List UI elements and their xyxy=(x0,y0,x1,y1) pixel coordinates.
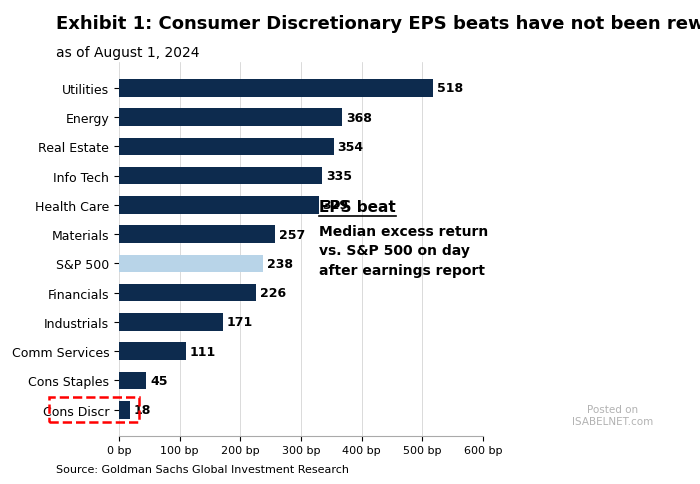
Text: Median excess return
vs. S&P 500 on day
after earnings report: Median excess return vs. S&P 500 on day … xyxy=(319,225,489,277)
Text: 238: 238 xyxy=(267,257,293,271)
Text: as of August 1, 2024: as of August 1, 2024 xyxy=(56,46,199,60)
Text: Source: Goldman Sachs Global Investment Research: Source: Goldman Sachs Global Investment … xyxy=(56,464,349,474)
Text: 45: 45 xyxy=(150,374,167,387)
Bar xyxy=(119,138,334,156)
Text: 171: 171 xyxy=(226,316,253,329)
Bar xyxy=(119,255,263,272)
Text: Exhibit 1: Consumer Discretionary EPS beats have not been rewarded: Exhibit 1: Consumer Discretionary EPS be… xyxy=(56,15,700,32)
Bar xyxy=(119,197,319,214)
Text: Posted on
ISABELNET.com: Posted on ISABELNET.com xyxy=(572,404,653,426)
Bar xyxy=(119,372,146,390)
Bar xyxy=(119,167,322,185)
Bar xyxy=(119,284,256,302)
Bar xyxy=(119,314,223,331)
Bar xyxy=(119,109,342,127)
Text: 226: 226 xyxy=(260,287,286,300)
Text: EPS beat: EPS beat xyxy=(319,199,396,214)
Text: 111: 111 xyxy=(190,345,216,358)
Text: 335: 335 xyxy=(326,170,352,183)
Bar xyxy=(119,226,275,243)
Text: 354: 354 xyxy=(337,140,363,153)
Bar xyxy=(119,80,433,97)
Text: 329: 329 xyxy=(322,199,348,212)
Text: 368: 368 xyxy=(346,111,372,124)
Text: 518: 518 xyxy=(437,82,463,95)
Text: 257: 257 xyxy=(279,228,304,241)
Text: 18: 18 xyxy=(134,403,151,416)
Bar xyxy=(119,343,186,360)
Bar xyxy=(119,401,130,419)
